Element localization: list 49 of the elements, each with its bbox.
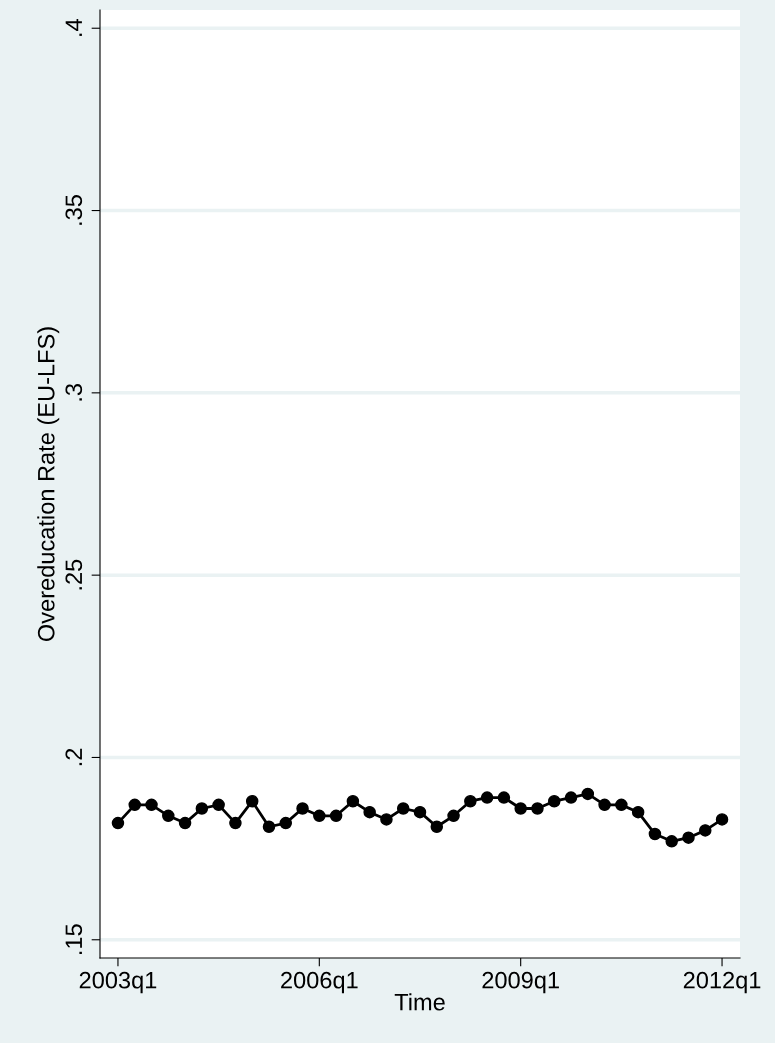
point <box>464 794 477 808</box>
point <box>413 805 427 819</box>
point <box>162 809 175 823</box>
y-tick-label: .3 <box>65 384 83 401</box>
point <box>212 798 225 812</box>
point <box>497 791 511 804</box>
point <box>682 831 695 844</box>
point <box>195 802 209 815</box>
point <box>715 813 729 826</box>
y-tick-label: .25 <box>65 559 83 590</box>
point <box>547 794 561 808</box>
point <box>447 809 460 823</box>
point <box>279 816 293 830</box>
point <box>111 816 125 830</box>
point <box>396 802 410 815</box>
point <box>313 809 326 823</box>
point <box>665 835 678 848</box>
y-tick-label: .15 <box>65 924 83 955</box>
point <box>363 805 376 819</box>
point <box>245 794 259 808</box>
point <box>430 820 444 833</box>
point <box>346 794 360 808</box>
point <box>648 827 662 841</box>
x-axis-title: Time <box>394 993 445 1011</box>
x-tick-label: 2003q1 <box>79 971 157 994</box>
y-tick-label: .4 <box>65 19 82 36</box>
y-tick-label: .2 <box>65 748 82 766</box>
y-tick-label: .35 <box>65 195 83 225</box>
point <box>514 802 527 815</box>
point <box>598 798 611 812</box>
point <box>128 798 141 812</box>
x-tick-label: 2009q1 <box>482 971 559 994</box>
point <box>178 816 192 830</box>
point <box>699 824 712 837</box>
x-tick-label: 2006q1 <box>281 971 358 994</box>
point <box>229 816 242 830</box>
point <box>564 791 578 804</box>
point <box>296 802 309 815</box>
point <box>480 791 494 804</box>
point <box>329 809 343 823</box>
y-axis-title: Overeducation Rate (EU-LFS) <box>37 327 60 641</box>
point <box>631 805 645 819</box>
point <box>615 798 628 812</box>
point <box>145 798 158 812</box>
x-tick-label: 2012q1 <box>683 971 761 994</box>
point <box>262 820 276 833</box>
point <box>531 802 544 815</box>
point <box>581 787 595 801</box>
point <box>380 813 393 826</box>
